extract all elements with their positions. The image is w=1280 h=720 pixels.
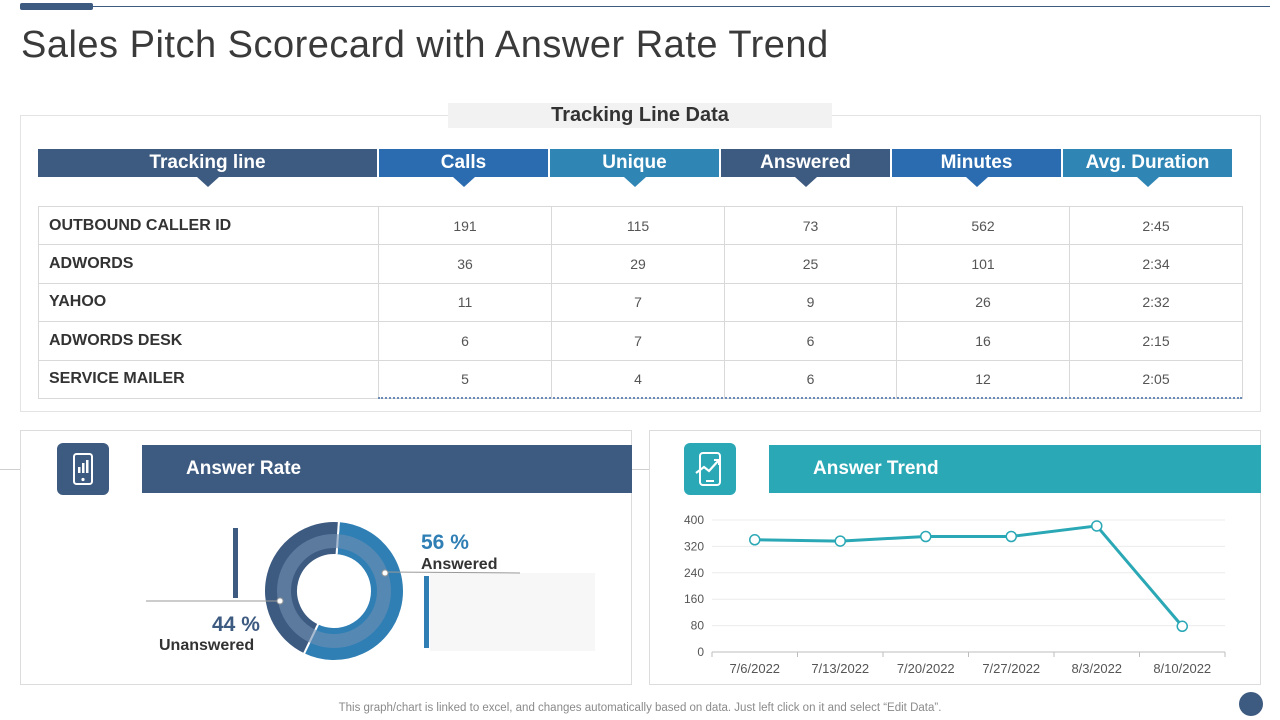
header-avg-duration: Avg. Duration (1063, 149, 1232, 187)
top-rule (20, 6, 1270, 7)
row-label: SERVICE MAILER (38, 359, 379, 399)
table-bottom-dotted-rule (378, 397, 1242, 400)
answer-trend-chart: 0 80 160 240 320 400 7/6/2022 7/13/2022 7/20/202… (684, 513, 1226, 676)
header-unique: Unique (550, 149, 719, 187)
y-tick-label: 320 (684, 539, 704, 553)
y-tick-label: 160 (684, 592, 704, 606)
cell-minutes: 12 (896, 359, 1070, 399)
trend-point (1005, 530, 1017, 543)
cell-calls: 6 (378, 321, 552, 361)
cell-calls: 191 (378, 205, 552, 246)
header-answered: Answered (721, 149, 890, 187)
trend-series-line (754, 524, 1184, 628)
answer-rate-heading: Answer Rate (142, 445, 632, 493)
unanswered-percent: 44 % (212, 613, 260, 636)
middle-side-rule (632, 469, 649, 470)
row-label: YAHOO (38, 282, 379, 323)
header-calls: Calls (379, 149, 548, 187)
table-row: SERVICE MAILER 5 4 6 12 2:05 (38, 359, 1243, 399)
cell-unique: 7 (551, 282, 725, 323)
x-tick-label: 7/13/2022 (811, 661, 869, 676)
donut-inner-ring (277, 534, 391, 648)
answer-rate-donut (146, 520, 595, 662)
row-label: ADWORDS DESK (38, 321, 379, 361)
y-tick-label: 400 (684, 513, 704, 527)
cell-minutes: 26 (896, 282, 1070, 323)
cell-minutes: 562 (896, 205, 1070, 246)
y-tick-label: 80 (691, 619, 705, 633)
cell-answered: 25 (724, 244, 897, 284)
cell-calls: 11 (378, 282, 552, 323)
cell-avg-duration: 2:05 (1069, 359, 1243, 399)
cell-unique: 115 (551, 205, 725, 246)
cell-avg-duration: 2:45 (1069, 205, 1243, 246)
trend-point (1091, 520, 1103, 532)
header-minutes: Minutes (892, 149, 1061, 187)
cell-answered: 6 (724, 321, 897, 361)
x-tick-label: 7/20/2022 (897, 661, 955, 676)
left-side-rule (0, 469, 20, 470)
answer-trend-heading: Answer Trend (769, 445, 1261, 493)
trend-point (1176, 620, 1188, 633)
header-tracking-line: Tracking line (38, 149, 377, 187)
cell-avg-duration: 2:34 (1069, 244, 1243, 284)
trend-point (920, 530, 932, 543)
answered-label-backdrop (430, 573, 595, 651)
answered-percent: 56 % (421, 531, 469, 554)
answered-leader-dot (381, 569, 389, 577)
cell-calls: 36 (378, 244, 552, 284)
cell-answered: 6 (724, 359, 897, 399)
table-row: ADWORDS 36 29 25 101 2:34 (38, 244, 1243, 284)
table-row: ADWORDS DESK 6 7 6 16 2:15 (38, 321, 1243, 361)
trend-point (749, 534, 761, 546)
cell-avg-duration: 2:32 (1069, 282, 1243, 323)
footer-note: This graph/chart is linked to excel, and… (338, 702, 942, 714)
y-tick-label: 0 (697, 645, 704, 659)
cell-unique: 7 (551, 321, 725, 361)
answered-leader-line (384, 571, 521, 574)
trend-point (834, 535, 846, 547)
y-tick-label: 240 (684, 566, 704, 580)
donut-hole (298, 555, 370, 627)
cell-minutes: 101 (896, 244, 1070, 284)
cell-avg-duration: 2:15 (1069, 321, 1243, 361)
x-tick-label: 7/27/2022 (982, 661, 1040, 676)
answered-accent-bar (424, 576, 429, 648)
table-row: OUTBOUND CALLER ID 191 115 73 562 2:45 (38, 205, 1243, 246)
cell-unique: 4 (551, 359, 725, 399)
table-row: YAHOO 11 7 9 26 2:32 (38, 282, 1243, 323)
tracking-table: OUTBOUND CALLER ID 191 115 73 562 2:45 ADWORDS… (38, 205, 1243, 399)
cell-answered: 73 (724, 205, 897, 246)
x-tick-label: 8/10/2022 (1153, 661, 1211, 676)
x-tick-label: 7/6/2022 (729, 661, 780, 676)
cell-calls: 5 (378, 359, 552, 399)
unanswered-leader-dot (276, 597, 284, 605)
corner-dot (1239, 692, 1263, 716)
table-caption: Tracking Line Data (448, 103, 832, 128)
page-title: Sales Pitch Scorecard with Answer Rate T… (21, 24, 829, 66)
x-tick-label: 8/3/2022 (1071, 661, 1122, 676)
mobile-chart-icon (57, 443, 109, 495)
row-label: OUTBOUND CALLER ID (38, 205, 379, 246)
mobile-trend-icon (684, 443, 736, 495)
top-tab-accent (20, 3, 93, 10)
cell-unique: 29 (551, 244, 725, 284)
cell-minutes: 16 (896, 321, 1070, 361)
answered-label: Answered (421, 556, 498, 573)
row-label: ADWORDS (38, 244, 379, 284)
cell-answered: 9 (724, 282, 897, 323)
unanswered-accent-bar (233, 528, 238, 598)
unanswered-label: Unanswered (159, 637, 255, 654)
